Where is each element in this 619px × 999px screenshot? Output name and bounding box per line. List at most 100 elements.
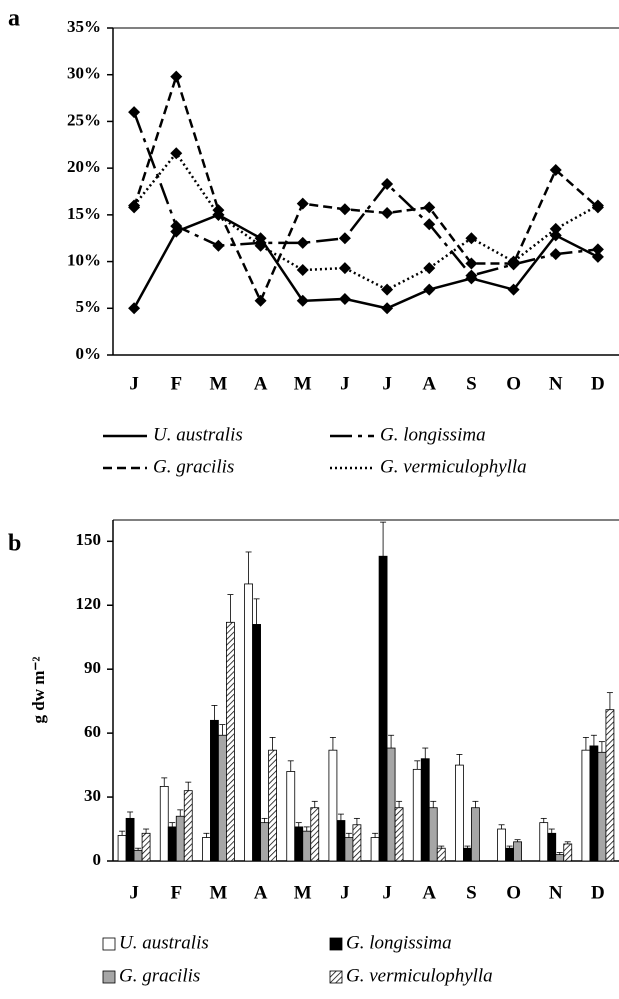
legend-label: U. australis xyxy=(153,424,243,445)
legend-swatch xyxy=(102,937,116,951)
point xyxy=(423,262,436,275)
bar xyxy=(352,824,362,862)
point xyxy=(549,222,562,235)
panel-label: a xyxy=(8,6,20,32)
x-tick-label: M xyxy=(209,373,227,394)
bar xyxy=(310,807,320,862)
x-tick-label: M xyxy=(294,882,312,903)
point xyxy=(338,232,351,245)
x-tick-label: F xyxy=(170,882,182,903)
point xyxy=(381,178,394,191)
point xyxy=(170,147,183,160)
y-tick-label: 15% xyxy=(67,204,101,223)
y-tick-label: 150 xyxy=(76,530,102,549)
legend-label: G. longissima xyxy=(380,424,486,445)
bar xyxy=(328,749,338,862)
bar xyxy=(117,835,127,862)
point xyxy=(170,70,183,83)
x-tick-label: F xyxy=(170,373,182,394)
bar xyxy=(436,847,446,862)
x-tick-label: A xyxy=(254,882,268,903)
point xyxy=(212,208,225,221)
bar xyxy=(370,837,380,862)
point xyxy=(128,106,141,119)
legend-label: G. longissima xyxy=(346,932,452,953)
bar xyxy=(378,555,388,862)
point xyxy=(591,243,604,256)
point xyxy=(465,257,478,270)
x-tick-label: O xyxy=(506,882,521,903)
point xyxy=(507,255,520,268)
point xyxy=(338,262,351,275)
y-tick-label: 0% xyxy=(76,344,102,363)
bar xyxy=(428,807,438,862)
y-tick-label: 20% xyxy=(67,157,101,176)
bar xyxy=(167,826,177,862)
point xyxy=(507,283,520,296)
bar xyxy=(294,826,304,862)
bar xyxy=(581,749,591,862)
bar xyxy=(471,807,480,862)
bar xyxy=(497,828,506,862)
bar xyxy=(386,747,396,862)
y-tick-label: 90 xyxy=(84,658,101,677)
legend-swatch xyxy=(329,970,343,984)
point xyxy=(591,250,604,263)
bar xyxy=(420,758,430,862)
point xyxy=(254,294,267,307)
bar xyxy=(268,749,277,862)
bar xyxy=(141,832,151,862)
series-line xyxy=(132,111,599,278)
point xyxy=(128,302,141,315)
legend-label: G. gracilis xyxy=(119,965,200,986)
point xyxy=(296,197,309,210)
x-tick-label: N xyxy=(549,373,563,394)
bar xyxy=(175,815,185,862)
bar xyxy=(539,822,549,862)
y-tick-label: 60 xyxy=(84,722,101,741)
legend-label: G. vermiculophylla xyxy=(380,456,527,477)
point xyxy=(465,232,478,245)
bar xyxy=(159,786,169,862)
point xyxy=(423,283,436,296)
y-tick-label: 120 xyxy=(76,594,102,613)
legend-swatch xyxy=(102,970,116,984)
point xyxy=(591,199,604,212)
y-tick-label: 30 xyxy=(84,786,101,805)
legend-label: U. australis xyxy=(119,932,209,953)
y-tick-label: 10% xyxy=(67,250,101,269)
x-tick-label: J xyxy=(340,373,350,394)
bar xyxy=(202,837,211,862)
point xyxy=(549,164,562,177)
point xyxy=(338,292,351,305)
point xyxy=(423,201,436,214)
bar xyxy=(210,719,219,862)
y-tick-label: 30% xyxy=(67,64,101,83)
x-tick-label: M xyxy=(209,882,227,903)
bar xyxy=(125,817,135,862)
bar xyxy=(412,768,422,862)
x-tick-label: D xyxy=(591,373,605,394)
bar xyxy=(344,837,354,862)
y-tick-label: 5% xyxy=(76,297,102,316)
bar xyxy=(286,771,296,862)
bar xyxy=(218,734,227,862)
point xyxy=(170,220,183,233)
y-axis-label: g dw m⁻² xyxy=(29,657,48,724)
bar xyxy=(394,807,404,862)
point xyxy=(128,199,141,212)
y-tick-label: 0 xyxy=(93,850,102,869)
series-line xyxy=(132,213,599,310)
bar xyxy=(455,764,464,862)
x-tick-label: J xyxy=(340,882,350,903)
x-tick-label: J xyxy=(129,882,139,903)
bar xyxy=(336,820,346,862)
y-tick-label: 25% xyxy=(67,110,101,129)
bar xyxy=(133,849,143,862)
panel-label: b xyxy=(8,531,21,557)
x-tick-label: J xyxy=(129,373,139,394)
bar xyxy=(555,854,565,862)
x-tick-label: S xyxy=(466,882,477,903)
bar xyxy=(302,830,312,862)
